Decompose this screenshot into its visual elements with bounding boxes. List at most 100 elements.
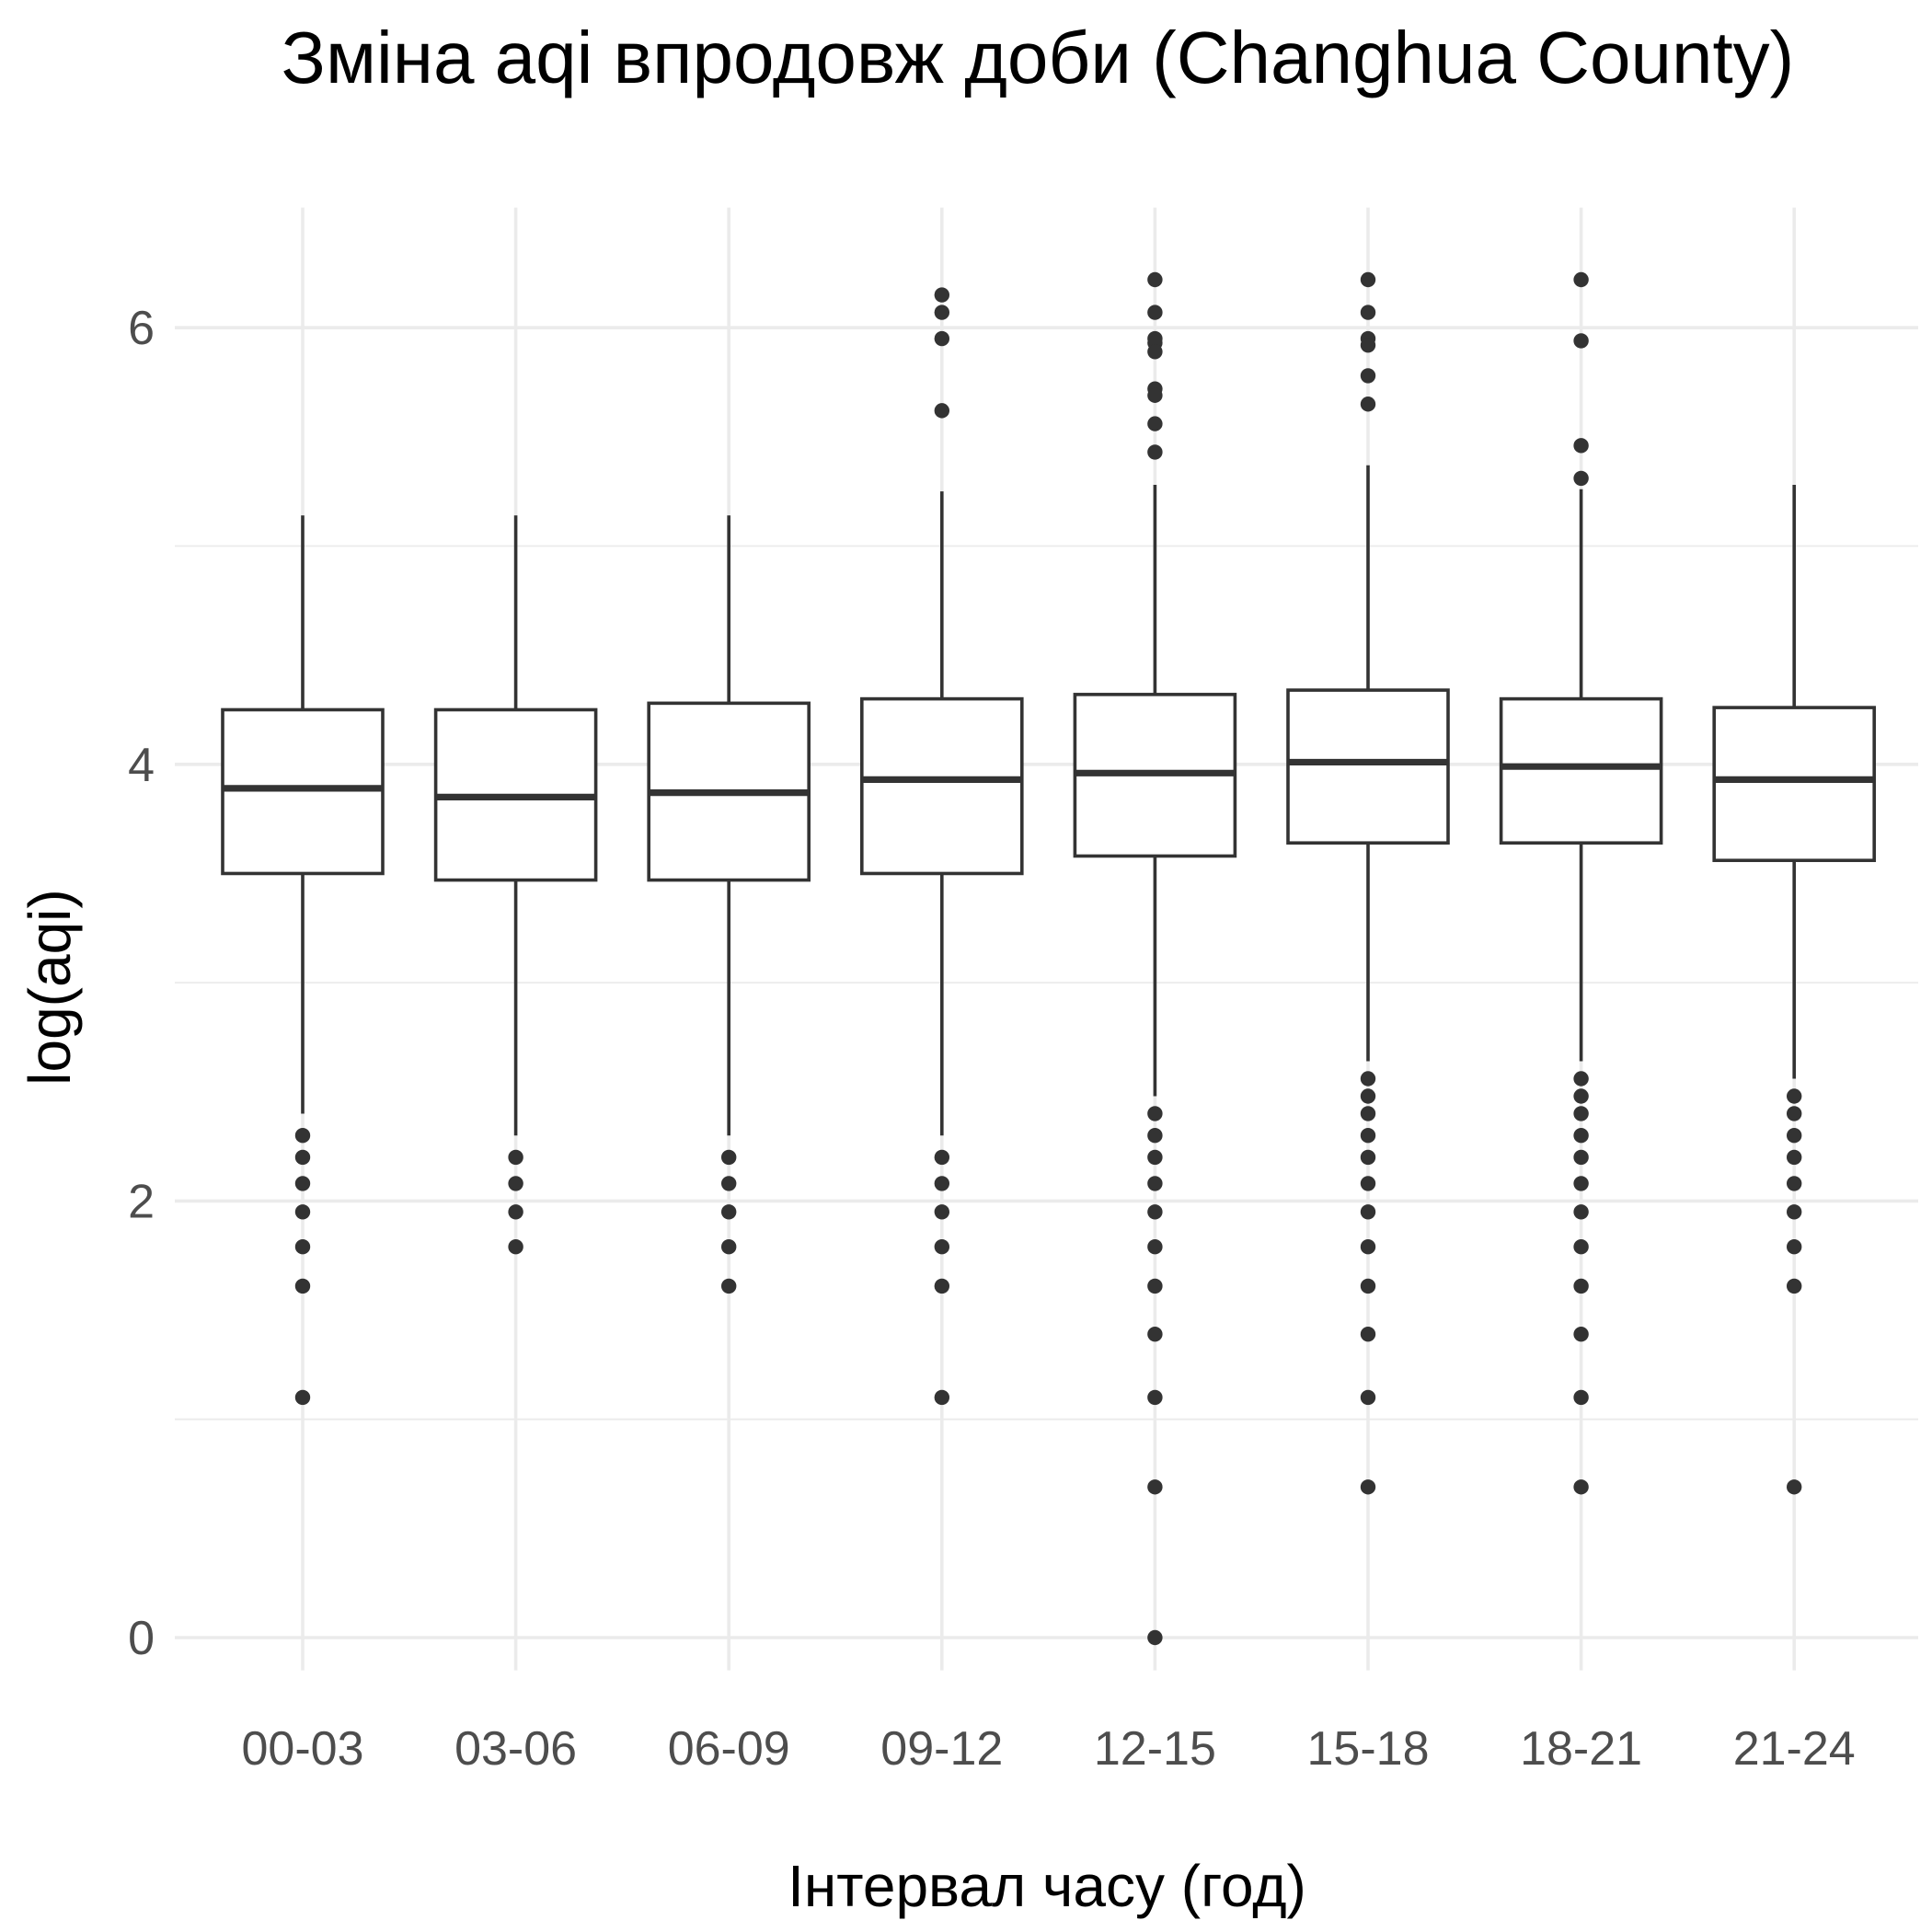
outlier-point <box>1573 1479 1589 1495</box>
outlier-point <box>1147 271 1163 288</box>
box-group <box>221 515 385 1406</box>
outlier-point <box>1360 337 1376 353</box>
outlier-point <box>1573 1389 1589 1406</box>
outlier-point <box>1787 1176 1802 1191</box>
x-axis-title: Інтервал часу (год) <box>788 1853 1306 1919</box>
y-tick-label: 0 <box>128 1612 155 1665</box>
outlier-point <box>1787 1278 1802 1294</box>
outlier-point <box>934 1204 949 1220</box>
outlier-point <box>1573 1071 1589 1087</box>
outlier-point <box>1147 1204 1163 1220</box>
outlier-point <box>1147 1629 1163 1646</box>
outlier-point <box>1787 1106 1802 1121</box>
outlier-point <box>1360 271 1376 288</box>
outlier-point <box>721 1204 737 1220</box>
iqr-box <box>1712 706 1876 863</box>
outlier-point <box>1573 1149 1589 1166</box>
outlier-point <box>1147 416 1163 431</box>
outlier-point <box>934 1149 949 1166</box>
outlier-point <box>1360 1389 1376 1406</box>
outlier-point <box>1573 333 1589 349</box>
outlier-point <box>1147 444 1163 460</box>
outlier-point <box>294 1176 311 1191</box>
outlier-point <box>1360 305 1376 320</box>
y-tick-label: 6 <box>128 302 155 355</box>
outlier-point <box>934 403 949 419</box>
x-tick-label: 12-15 <box>1094 1722 1216 1776</box>
outlier-point <box>294 1389 311 1406</box>
outlier-point <box>934 1239 949 1255</box>
outlier-point <box>294 1204 311 1220</box>
outlier-point <box>1147 1326 1163 1342</box>
outlier-point <box>1573 1239 1589 1255</box>
x-tick-label: 00-03 <box>242 1722 364 1776</box>
iqr-box <box>859 696 1024 876</box>
outlier-point <box>294 1278 311 1294</box>
outlier-point <box>508 1176 523 1191</box>
y-tick-label: 2 <box>128 1175 155 1228</box>
box-group <box>1499 271 1663 1495</box>
outlier-point <box>1147 305 1163 320</box>
tick-layer: 0 2 4 6 00-03 03-06 06-09 09-12 12-15 15-18 18-21 2… <box>128 302 1856 1776</box>
outlier-point <box>1147 387 1163 403</box>
outlier-point <box>721 1278 737 1294</box>
outlier-point <box>1573 1128 1589 1144</box>
outlier-point <box>1573 1326 1589 1342</box>
box-group <box>433 515 598 1255</box>
y-axis-title: log(aqi) <box>17 889 83 1085</box>
box-group <box>1712 485 1876 1495</box>
outlier-point <box>1573 1088 1589 1104</box>
outlier-point <box>721 1239 737 1255</box>
outlier-point <box>1360 1479 1376 1495</box>
y-tick-label: 4 <box>128 739 155 792</box>
outlier-point <box>1147 1149 1163 1166</box>
outlier-point <box>1360 1106 1376 1121</box>
outlier-point <box>1573 1106 1589 1121</box>
x-tick-label: 21-24 <box>1733 1722 1856 1776</box>
outlier-point <box>1147 1176 1163 1191</box>
outlier-point <box>1787 1479 1802 1495</box>
outlier-point <box>1787 1128 1802 1144</box>
outlier-point <box>1360 1239 1376 1255</box>
outlier-point <box>1573 1278 1589 1294</box>
outlier-point <box>721 1149 737 1166</box>
chart-title: Зміна aqi впродовж доби (Changhua County… <box>282 17 1795 98</box>
outlier-point <box>1360 1149 1376 1166</box>
outlier-point <box>1147 1389 1163 1406</box>
outlier-point <box>1360 397 1376 412</box>
outlier-point <box>934 305 949 320</box>
outlier-point <box>934 1389 949 1406</box>
box-layer <box>221 271 1876 1646</box>
box-group <box>1286 271 1450 1495</box>
x-tick-label: 15-18 <box>1307 1722 1430 1776</box>
outlier-point <box>934 1278 949 1294</box>
outlier-point <box>1147 1106 1163 1121</box>
outlier-point <box>1573 271 1589 288</box>
outlier-point <box>1573 470 1589 487</box>
outlier-point <box>1360 1278 1376 1294</box>
outlier-point <box>1147 344 1163 360</box>
grid-layer <box>175 207 1918 1671</box>
outlier-point <box>294 1149 311 1166</box>
outlier-point <box>508 1149 523 1166</box>
outlier-point <box>1787 1204 1802 1220</box>
outlier-point <box>1360 1326 1376 1342</box>
box-group <box>859 287 1024 1406</box>
box-group <box>1073 271 1237 1646</box>
outlier-point <box>1360 1128 1376 1144</box>
outlier-point <box>1573 1204 1589 1220</box>
outlier-point <box>1147 1128 1163 1144</box>
outlier-point <box>508 1239 523 1255</box>
outlier-point <box>1360 1176 1376 1191</box>
outlier-point <box>1360 368 1376 384</box>
outlier-point <box>1787 1239 1802 1255</box>
x-tick-label: 03-06 <box>454 1722 577 1776</box>
outlier-point <box>1147 1278 1163 1294</box>
outlier-point <box>1147 1479 1163 1495</box>
outlier-point <box>1787 1088 1802 1104</box>
outlier-point <box>1787 1149 1802 1166</box>
outlier-point <box>294 1239 311 1255</box>
outlier-point <box>1360 1088 1376 1104</box>
